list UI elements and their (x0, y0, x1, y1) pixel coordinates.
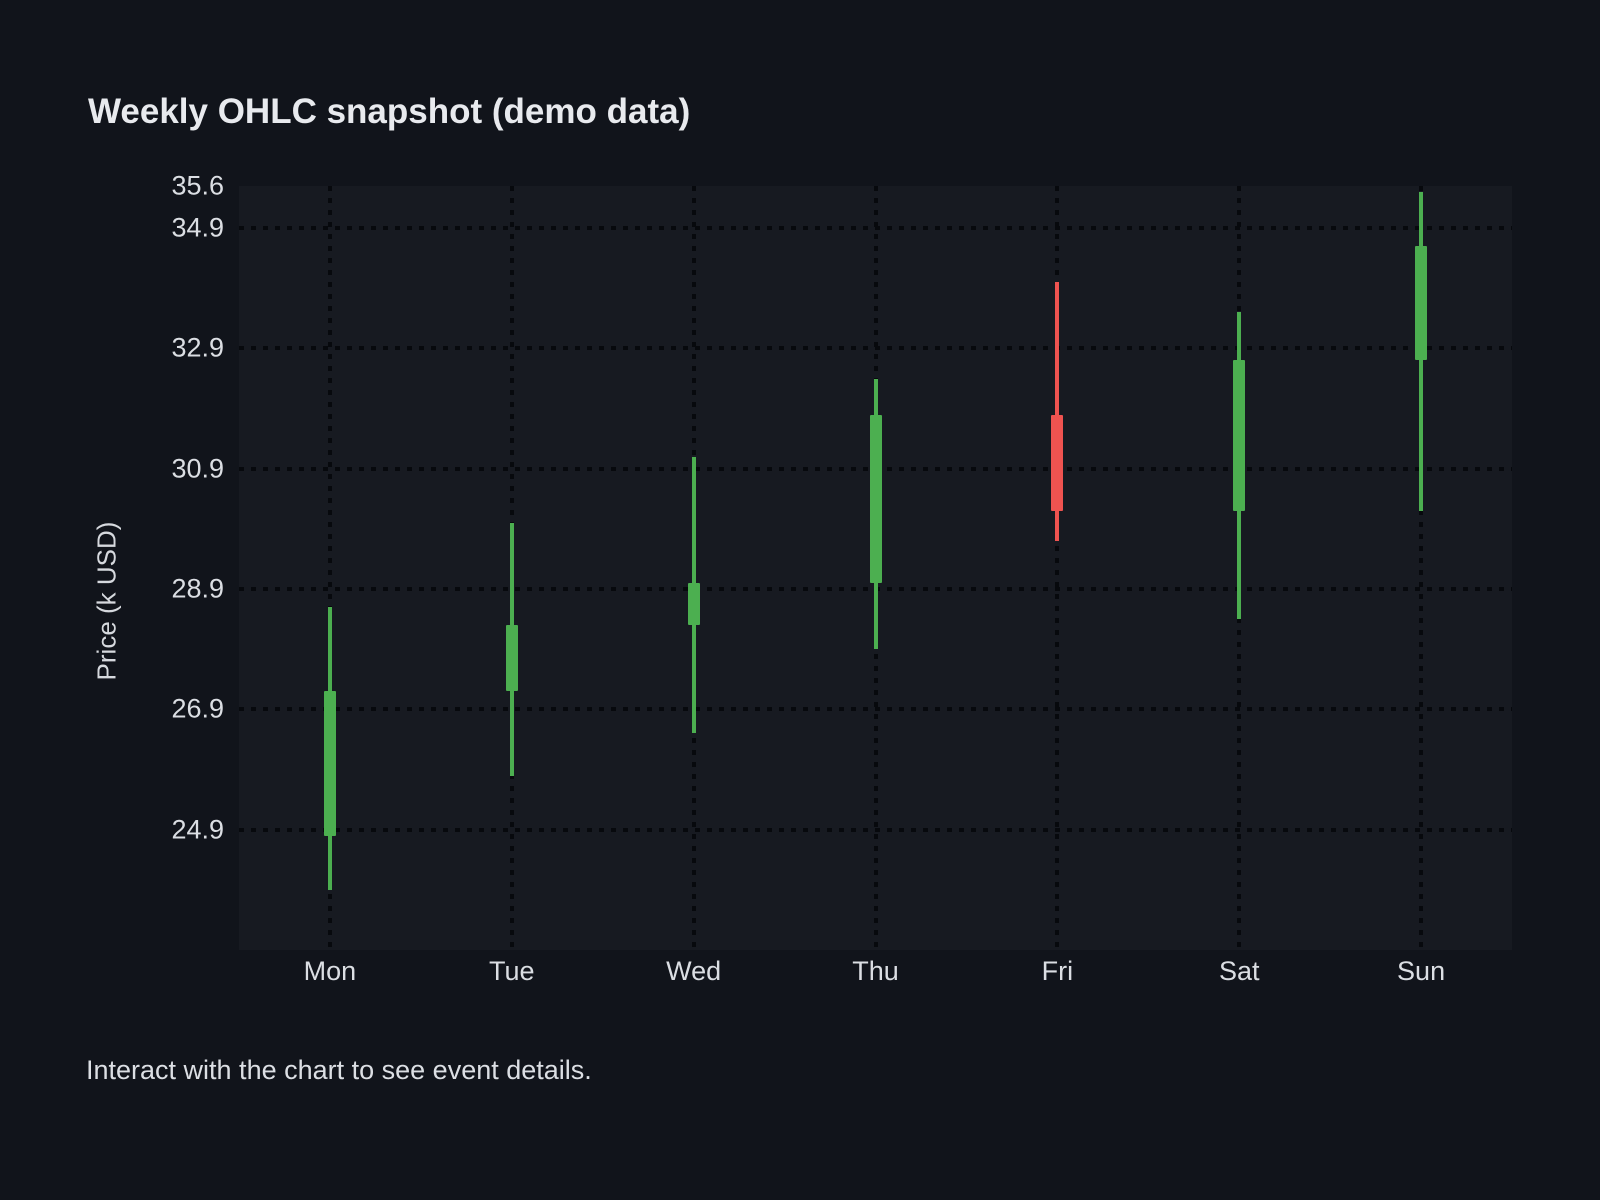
x-tick-label-wed: Wed (666, 956, 722, 986)
x-tick-label-fri: Fri (1041, 956, 1074, 986)
candle-body-fri (1051, 414, 1064, 511)
candle-body-sun (1415, 246, 1428, 361)
y-tick-label-30.9: 30.9 (171, 453, 224, 484)
candle-body-tue (505, 625, 518, 692)
x-tick-label-thu: Thu (852, 956, 899, 986)
y-tick-label-32.9: 32.9 (171, 332, 224, 363)
y-tick-label-26.9: 26.9 (171, 693, 224, 724)
candle-body-mon (323, 691, 336, 836)
candle-body-wed (687, 583, 700, 626)
y-tick-label-34.9: 34.9 (171, 212, 224, 243)
y-tick-label-24.9: 24.9 (171, 814, 224, 845)
candle-body-sat (1233, 360, 1246, 511)
candle-wick-fri (1055, 282, 1060, 541)
x-tick-label-mon: Mon (303, 956, 357, 986)
y-tick-label-35.6: 35.6 (171, 170, 224, 201)
x-tick-label-sat: Sat (1218, 956, 1260, 986)
footer-note: Interact with the chart to see event det… (86, 1055, 592, 1085)
y-tick-label-28.9: 28.9 (171, 573, 224, 604)
plot-area[interactable] (239, 186, 1512, 950)
v-gridline-mon (327, 186, 332, 950)
x-tick-label-tue: Tue (489, 956, 535, 986)
v-gridline-sun (1419, 186, 1424, 950)
candle-body-thu (869, 414, 882, 584)
chart-title: Weekly OHLC snapshot (demo data) (88, 92, 691, 131)
x-tick-label-sun: Sun (1397, 956, 1446, 986)
v-gridline-fri (1055, 186, 1060, 950)
